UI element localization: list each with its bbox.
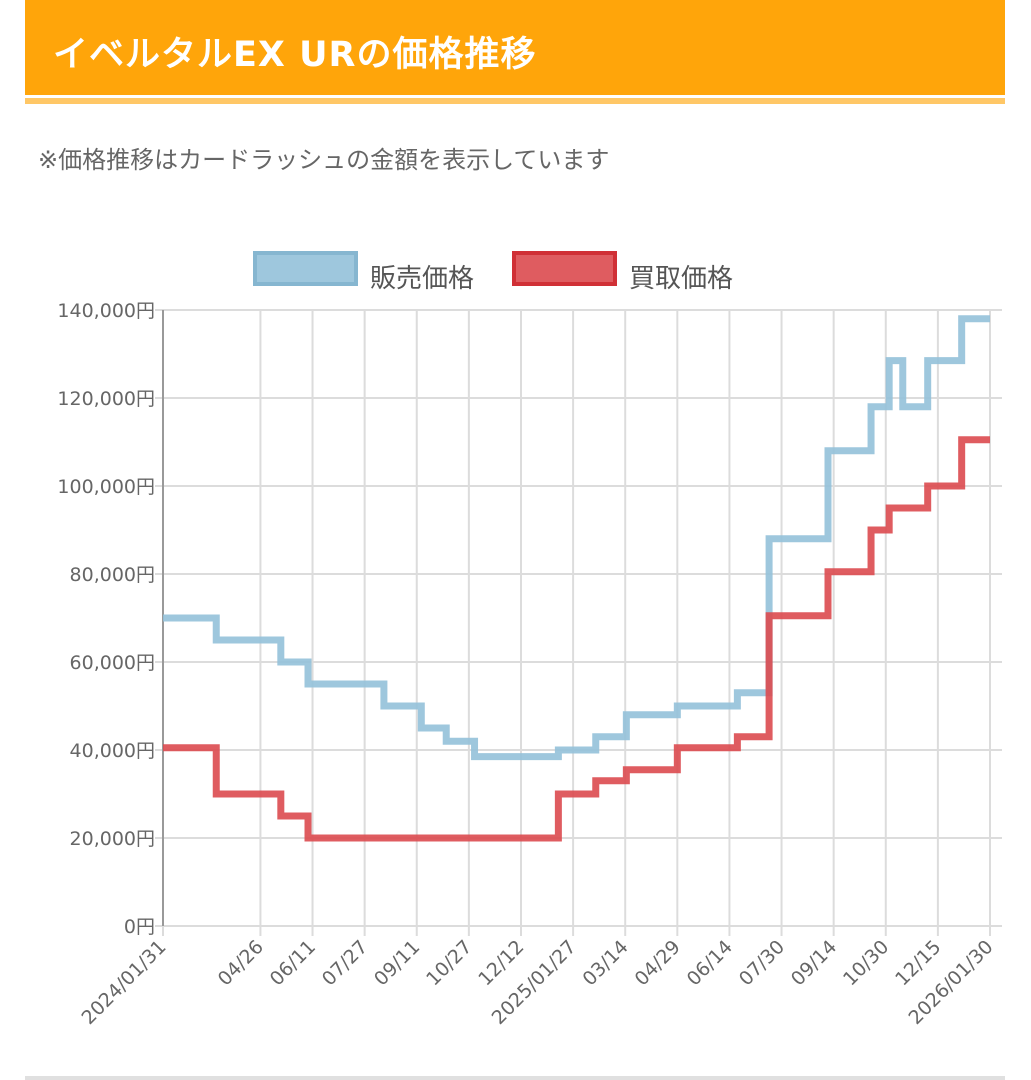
x-tick-label: 03/14 <box>578 936 632 990</box>
x-tick-label: 07/30 <box>735 936 789 990</box>
y-tick-label: 80,000円 <box>70 564 155 586</box>
y-tick-label: 40,000円 <box>70 740 155 762</box>
series-lines <box>162 315 991 842</box>
legend-label-buy[interactable]: 買取価格 <box>629 264 733 294</box>
sell-price-line <box>163 315 990 761</box>
y-tick-label: 120,000円 <box>57 388 155 410</box>
x-tick-label: 04/29 <box>631 936 685 990</box>
x-tick-label: 2024/01/31 <box>78 936 171 1029</box>
x-tick-label: 10/30 <box>839 936 893 990</box>
x-tick-label: 04/26 <box>214 936 268 990</box>
legend: 販売価格 買取価格 <box>253 251 733 294</box>
header-stripe <box>25 98 1005 104</box>
x-tick-label: 09/14 <box>787 936 841 990</box>
axes: 0円 20,000円 40,000円 60,000円 80,000円 100,000円 12… <box>57 300 997 1029</box>
divider <box>25 1076 1005 1080</box>
x-tick-label: 07/27 <box>318 936 372 990</box>
legend-swatch-buy[interactable] <box>512 251 617 286</box>
price-note: ※価格推移はカードラッシュの金額を表示しています <box>38 146 610 174</box>
y-tick-label: 60,000円 <box>70 652 155 674</box>
x-tick-label: 06/14 <box>683 936 737 990</box>
legend-label-sell[interactable]: 販売価格 <box>370 264 474 294</box>
buy-price-line <box>163 436 990 842</box>
y-tick-label: 140,000円 <box>57 300 155 322</box>
section-title: イベルタルEX URの価格推移 <box>53 35 537 75</box>
legend-swatch-sell[interactable] <box>253 251 358 286</box>
x-tick-label: 06/11 <box>266 936 320 990</box>
x-tick-label: 10/27 <box>422 936 476 990</box>
y-tick-label: 100,000円 <box>57 476 155 498</box>
section-header: イベルタルEX URの価格推移 <box>25 0 1005 95</box>
y-tick-label: 0円 <box>124 916 155 938</box>
x-tick-label: 09/11 <box>370 936 424 990</box>
y-tick-label: 20,000円 <box>70 828 155 850</box>
